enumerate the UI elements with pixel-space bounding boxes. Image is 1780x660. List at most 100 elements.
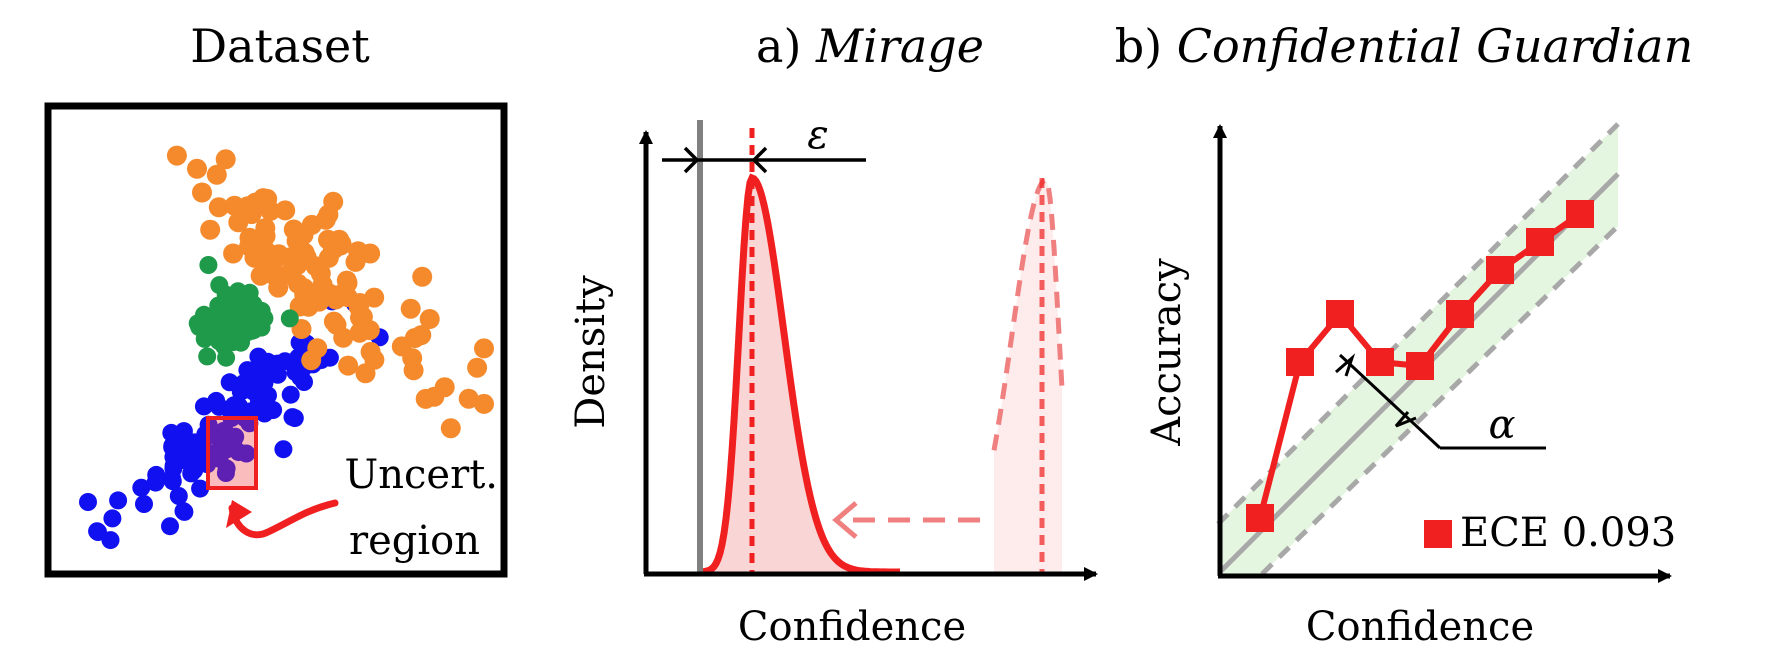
blue-class-point [172, 439, 191, 458]
orange-class-point [440, 418, 461, 439]
reliability-point [1286, 348, 1314, 376]
blue-class-point [220, 373, 239, 392]
green-class-point [248, 317, 266, 336]
orange-class-point [424, 386, 445, 407]
blue-class-point [89, 523, 107, 541]
mirage-density-curve [699, 173, 900, 576]
reliability-point [1526, 228, 1554, 256]
orange-class-point [355, 363, 376, 384]
blue-class-point [161, 517, 179, 536]
blue-class-points [79, 290, 389, 550]
orange-class-point [474, 338, 494, 359]
orange-class-point [208, 197, 229, 218]
band-lower-edge [1260, 224, 1620, 576]
orange-class-point [264, 250, 285, 271]
blue-class-point [217, 459, 236, 478]
epsilon-tick-right [751, 146, 768, 174]
blue-class-point [163, 469, 181, 487]
alpha-tick-upper [1335, 353, 1356, 377]
green-class-points [188, 256, 299, 367]
uncertain-region-label-line2: region [349, 518, 480, 564]
calibration-band [1218, 124, 1618, 574]
blue-class-point [174, 502, 193, 521]
reliability-point [1486, 256, 1514, 284]
orange-class-point [338, 355, 359, 376]
orange-class-point [293, 224, 314, 245]
blue-class-point [191, 479, 210, 498]
orange-class-point [359, 320, 380, 341]
orange-class-point [255, 218, 276, 239]
blue-class-point [274, 440, 293, 459]
green-class-point [217, 348, 236, 367]
epsilon-symbol: ε [807, 112, 828, 158]
orange-class-point [403, 360, 424, 381]
orange-class-point [200, 219, 221, 240]
alpha-measure-line [1338, 353, 1442, 450]
orange-class-point [333, 327, 354, 348]
orange-class-point [323, 311, 344, 332]
blue-class-point [146, 473, 165, 492]
green-class-point [223, 314, 242, 333]
blue-class-point [169, 487, 188, 505]
guardian-title: b) Confidential Guardian [1115, 19, 1693, 73]
blue-class-point [230, 397, 249, 416]
blue-class-point [211, 430, 230, 449]
blue-class-point [79, 493, 97, 511]
reliability-point [1566, 200, 1594, 228]
orange-class-point [275, 200, 296, 221]
blue-class-point [249, 347, 268, 366]
legend-marker [1424, 520, 1452, 548]
orange-class-point [404, 328, 425, 348]
orange-class-point [223, 243, 244, 264]
reliability-point [1446, 300, 1474, 328]
orange-class-point [364, 287, 385, 308]
orange-class-point [260, 200, 281, 221]
blue-class-point [285, 409, 304, 428]
blue-class-point [132, 478, 151, 497]
alpha-tick-lower [1394, 411, 1417, 428]
orange-class-point [337, 273, 358, 293]
blue-class-point [241, 373, 260, 392]
guardian-x-label: Confidence [1306, 604, 1534, 650]
green-class-point [280, 309, 299, 328]
mirage-panel: a) Mirage ε Confidence Density [568, 19, 1098, 650]
original-density-fill [994, 180, 1062, 572]
region-arrow [228, 499, 339, 539]
epsilon-tick-left [683, 146, 700, 174]
orange-class-point [318, 247, 339, 268]
orange-class-point [323, 191, 344, 212]
blue-class-point [109, 491, 128, 510]
blue-class-point [237, 444, 256, 463]
orange-class-point [310, 263, 331, 284]
reliability-point [1406, 352, 1434, 380]
green-class-point [195, 305, 213, 324]
dataset-frame [44, 102, 508, 578]
orange-class-point [307, 338, 328, 359]
reliability-markers [1246, 200, 1594, 532]
orange-class-point [467, 357, 488, 378]
blue-class-point [281, 385, 300, 404]
reliability-point [1366, 348, 1394, 376]
dataset-panel: Dataset Uncert. region [44, 19, 508, 578]
reliability-point [1246, 504, 1274, 532]
blue-class-point [226, 427, 245, 446]
uncertain-region-label-line1: Uncert. [345, 452, 498, 498]
orange-class-point [278, 264, 299, 285]
orange-class-point [187, 158, 207, 179]
orange-class-point [192, 182, 212, 203]
orange-class-point [315, 209, 336, 230]
orange-class-point [348, 241, 369, 262]
orange-class-point [166, 145, 187, 166]
uncertainty-region-box [206, 416, 258, 490]
blue-class-point [249, 394, 268, 413]
orange-class-point [250, 265, 271, 286]
orange-class-point [206, 164, 227, 185]
mirage-x-label: Confidence [738, 604, 966, 650]
orange-class-point [474, 393, 494, 414]
blue-class-point [276, 352, 294, 371]
mirage-y-label: Density [568, 275, 614, 429]
blue-class-point [103, 509, 122, 528]
orange-class-point [228, 212, 249, 233]
green-class-point [198, 347, 217, 366]
